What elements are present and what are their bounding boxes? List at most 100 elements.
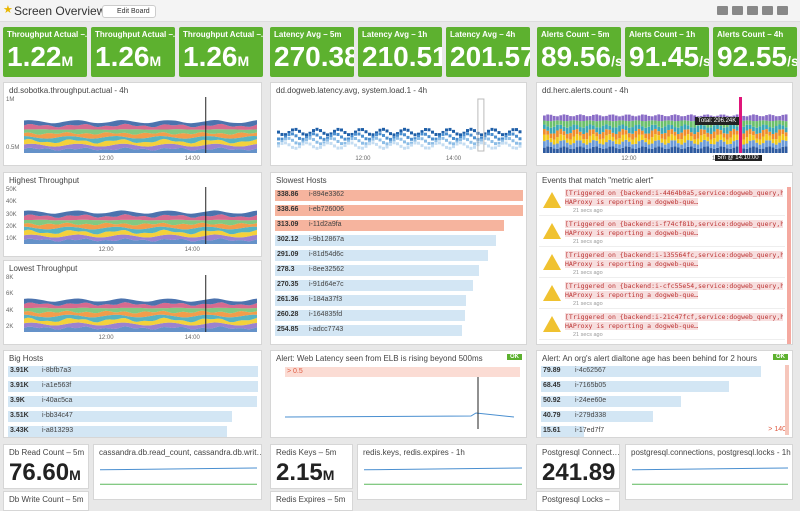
stack-cell: [618, 116, 621, 121]
stack-cell: [621, 120, 625, 125]
event-item[interactable]: [Triggered on {backend:i-cfc55e54,servic…: [539, 280, 785, 309]
graph-title: dd.herc.alerts.count - 4h: [542, 86, 629, 95]
stack-cell: [778, 129, 781, 136]
heat-cell: [333, 144, 336, 148]
tile-value: 1.26M: [183, 41, 249, 73]
heat-cell: [445, 138, 448, 142]
heat-cell: [308, 133, 312, 137]
stack-cell: [614, 133, 618, 140]
y-tick-label: 50K: [6, 187, 17, 193]
stack-cell: [650, 148, 654, 153]
heat-cell: [326, 141, 329, 145]
stack-cell: [605, 135, 608, 143]
stack-cell: [546, 120, 550, 127]
heat-cell: [333, 137, 336, 141]
stack-cell: [595, 136, 599, 141]
tile-title: Throughput Actual –...: [7, 30, 87, 39]
bar: [8, 366, 258, 377]
stack-cell: [595, 114, 599, 122]
edit-board-button[interactable]: Edit Board: [102, 5, 156, 18]
stack-cell: [621, 147, 625, 153]
heat-cell: [480, 136, 483, 140]
area-band: [24, 129, 257, 135]
event-item[interactable]: [Triggered on {backend:i-4464b0a5,servic…: [539, 187, 785, 216]
y-tick-label: 30K: [6, 211, 17, 218]
stack-cell: [774, 144, 778, 149]
stack-cell: [761, 124, 765, 130]
stack-cell: [627, 114, 631, 122]
metric-tile: Db Read Count – 5m 76.60M: [3, 444, 89, 489]
bar: [275, 265, 479, 276]
stack-cell: [673, 140, 677, 147]
event-item[interactable]: [Triggered on {backend:i-f74cf81b,servic…: [539, 218, 785, 247]
event-item[interactable]: [Triggered on {backend:i-135564fc,servic…: [539, 249, 785, 278]
stack-cell: [732, 141, 736, 148]
stack-cell: [765, 115, 768, 121]
star-icon[interactable]: ★: [3, 4, 13, 16]
heat-cell: [480, 141, 483, 145]
row-host: i-40ac5ca: [42, 397, 73, 404]
stack-cell: [637, 115, 641, 121]
stack-cell: [680, 116, 683, 121]
row-host: i-7165b05: [575, 382, 607, 389]
graph-widget: dd.sobotka.throughput.actual - 4h 1M 0.5M 1…: [3, 82, 262, 166]
stack-cell: [608, 146, 612, 153]
heat-cell: [508, 137, 511, 141]
stack-cell: [765, 134, 768, 141]
unit: M: [61, 53, 74, 69]
stack-cell: [709, 143, 713, 149]
stack-cell: [549, 127, 553, 134]
heat-cell: [347, 141, 350, 145]
tool-icon[interactable]: [747, 6, 758, 15]
event-summary: HAProxy is reporting a dogweb-que…: [565, 291, 699, 299]
stack-cell: [552, 144, 556, 149]
heat-cell: [347, 133, 350, 137]
stack-cell: [660, 121, 664, 128]
stack-cell: [699, 148, 703, 153]
heat-cell: [511, 146, 515, 150]
tool-icon[interactable]: [732, 6, 743, 15]
stack-cell: [588, 135, 592, 143]
stack-cell: [774, 132, 778, 140]
stack-cell: [588, 116, 592, 121]
tool-icon[interactable]: [762, 6, 773, 15]
graph-title: Highest Throughput: [9, 176, 80, 185]
value: 91.45: [629, 41, 700, 72]
stack-cell: [663, 120, 667, 127]
stack-cell: [703, 146, 706, 153]
stack-cell: [585, 144, 589, 149]
heat-cell: [389, 142, 392, 146]
event-item[interactable]: [Triggered on {backend:i-21c47fcf,servic…: [539, 311, 785, 340]
stack-cell: [673, 114, 677, 122]
stack-cell: [732, 147, 736, 153]
heat-cell: [424, 128, 427, 132]
stack-cell: [546, 130, 550, 135]
stack-cell: [650, 130, 654, 138]
stack-cell: [621, 129, 625, 135]
tool-icon[interactable]: [777, 6, 788, 15]
toplist-row: 313.09 i-11d2a9fa: [275, 219, 522, 232]
stack-cell: [699, 129, 703, 136]
row-host: i-81d54d6c: [309, 251, 344, 258]
heat-cell: [483, 136, 487, 140]
stack-cell: [569, 126, 572, 134]
stack-cell: [781, 125, 785, 130]
stack-cell: [690, 146, 693, 153]
y-tick-label: 10K: [6, 236, 17, 242]
stack-cell: [627, 141, 631, 147]
stack-cell: [631, 127, 634, 134]
heat-cell: [473, 145, 476, 149]
stack-cell: [647, 120, 651, 127]
value: 210.51: [362, 41, 442, 72]
metric-tile: Redis Keys – 5m 2.15M: [270, 444, 353, 489]
stack-cell: [774, 148, 778, 153]
stack-cell: [621, 115, 625, 121]
heat-cell: [315, 127, 319, 131]
stack-cell: [543, 124, 546, 129]
stack-cell: [686, 134, 690, 141]
stack-cell: [686, 120, 690, 126]
stack-cell: [686, 125, 690, 130]
tool-icon[interactable]: [717, 6, 728, 15]
heat-cell: [420, 132, 424, 136]
value: 241.89: [542, 459, 616, 486]
